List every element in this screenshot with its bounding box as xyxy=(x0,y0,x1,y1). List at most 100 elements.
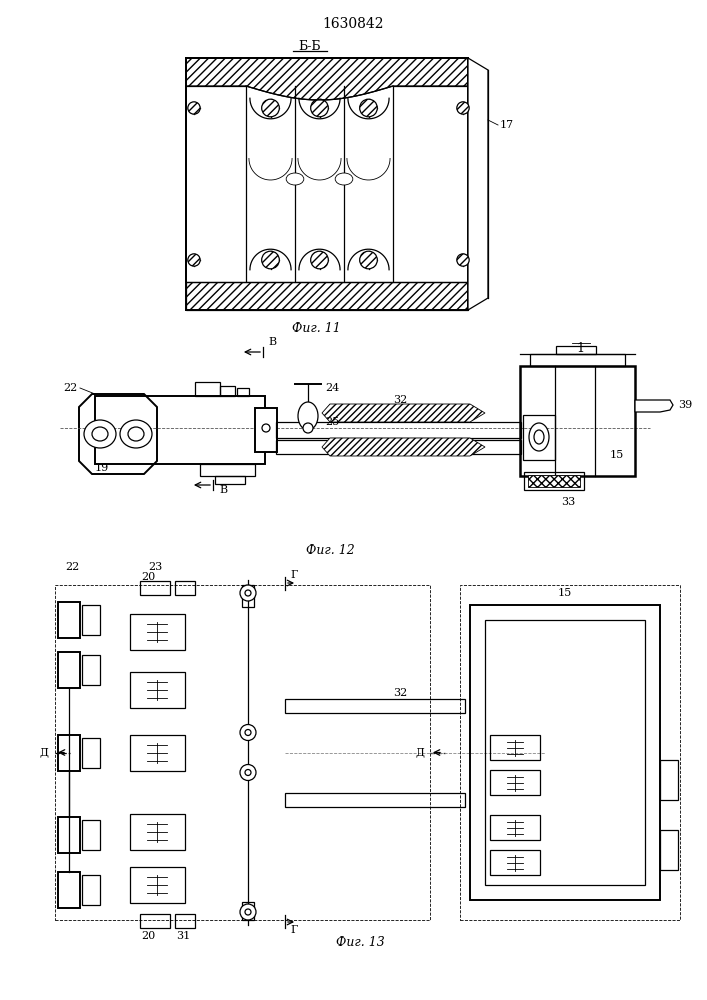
Ellipse shape xyxy=(92,427,108,441)
Ellipse shape xyxy=(457,102,469,114)
Ellipse shape xyxy=(245,590,251,596)
Bar xyxy=(175,914,195,928)
Bar xyxy=(58,735,80,771)
Polygon shape xyxy=(635,400,673,412)
Ellipse shape xyxy=(188,254,200,266)
Text: В: В xyxy=(268,337,276,347)
Polygon shape xyxy=(322,404,485,422)
Ellipse shape xyxy=(120,420,152,448)
Ellipse shape xyxy=(262,99,279,117)
Text: 19: 19 xyxy=(95,463,110,473)
Ellipse shape xyxy=(240,585,256,601)
Ellipse shape xyxy=(286,173,304,185)
Text: Д: Д xyxy=(415,748,424,758)
Bar xyxy=(130,614,185,650)
Bar xyxy=(470,605,660,900)
Bar xyxy=(490,770,540,795)
Text: 32: 32 xyxy=(393,688,407,698)
Ellipse shape xyxy=(310,251,328,269)
Bar xyxy=(242,585,254,607)
Ellipse shape xyxy=(360,251,378,269)
Bar xyxy=(524,472,584,490)
Bar xyxy=(660,760,678,800)
Bar xyxy=(140,914,170,928)
Bar xyxy=(285,698,465,712)
Ellipse shape xyxy=(240,904,256,920)
Bar xyxy=(485,620,645,885)
Text: 39: 39 xyxy=(678,400,692,410)
Bar xyxy=(242,902,254,920)
Text: 22: 22 xyxy=(64,383,78,393)
Bar xyxy=(195,382,220,396)
Bar xyxy=(130,735,185,771)
Text: 31: 31 xyxy=(176,931,190,941)
Bar xyxy=(530,354,625,366)
Text: Фиг. 11: Фиг. 11 xyxy=(291,322,340,334)
Bar xyxy=(55,585,430,920)
Ellipse shape xyxy=(245,730,251,736)
Text: 24: 24 xyxy=(325,383,339,393)
Ellipse shape xyxy=(245,770,251,776)
Ellipse shape xyxy=(245,909,251,915)
Text: 1630842: 1630842 xyxy=(322,17,384,31)
Bar xyxy=(220,386,235,396)
Text: 20: 20 xyxy=(141,931,155,941)
Bar xyxy=(58,652,80,688)
Bar xyxy=(58,872,80,908)
Bar xyxy=(556,346,596,354)
Ellipse shape xyxy=(262,424,270,432)
Polygon shape xyxy=(322,438,485,456)
Text: 15: 15 xyxy=(610,450,624,460)
Bar xyxy=(490,735,540,760)
Polygon shape xyxy=(186,282,468,310)
Ellipse shape xyxy=(240,764,256,780)
Bar xyxy=(82,820,100,850)
Polygon shape xyxy=(186,58,468,100)
Polygon shape xyxy=(468,58,488,310)
Bar xyxy=(200,464,255,476)
Bar xyxy=(82,738,100,768)
Bar xyxy=(237,388,249,396)
Bar xyxy=(460,585,680,920)
Bar xyxy=(276,440,521,454)
Bar xyxy=(490,850,540,875)
Ellipse shape xyxy=(84,420,116,448)
Text: В: В xyxy=(219,485,227,495)
Polygon shape xyxy=(79,394,157,474)
Ellipse shape xyxy=(298,402,318,430)
Text: 17: 17 xyxy=(500,120,514,130)
Ellipse shape xyxy=(534,430,544,444)
Text: 33: 33 xyxy=(561,497,575,507)
Ellipse shape xyxy=(529,423,549,451)
Ellipse shape xyxy=(335,173,353,185)
Bar xyxy=(58,817,80,853)
Text: Фиг. 12: Фиг. 12 xyxy=(305,544,354,556)
Bar xyxy=(276,422,521,438)
Text: 1: 1 xyxy=(576,342,584,355)
Bar xyxy=(285,792,465,806)
Text: Г: Г xyxy=(290,925,298,935)
Text: 32: 32 xyxy=(393,395,407,405)
Bar xyxy=(255,408,277,452)
Text: Д: Д xyxy=(40,748,49,758)
Bar xyxy=(82,875,100,905)
Bar xyxy=(130,867,185,903)
Bar xyxy=(175,581,195,595)
Bar xyxy=(215,476,245,484)
Text: 20: 20 xyxy=(141,572,155,582)
Bar xyxy=(95,396,265,464)
Bar xyxy=(130,814,185,850)
Bar xyxy=(490,815,540,840)
Bar xyxy=(528,475,580,487)
Bar xyxy=(82,655,100,685)
Text: 23: 23 xyxy=(148,562,162,572)
Ellipse shape xyxy=(240,724,256,740)
Ellipse shape xyxy=(457,254,469,266)
Text: 22: 22 xyxy=(65,562,79,572)
Text: Фиг. 13: Фиг. 13 xyxy=(336,936,385,948)
Bar xyxy=(520,366,635,476)
Ellipse shape xyxy=(188,102,200,114)
Ellipse shape xyxy=(262,251,279,269)
Ellipse shape xyxy=(360,99,378,117)
Text: Б-Б: Б-Б xyxy=(298,39,321,52)
